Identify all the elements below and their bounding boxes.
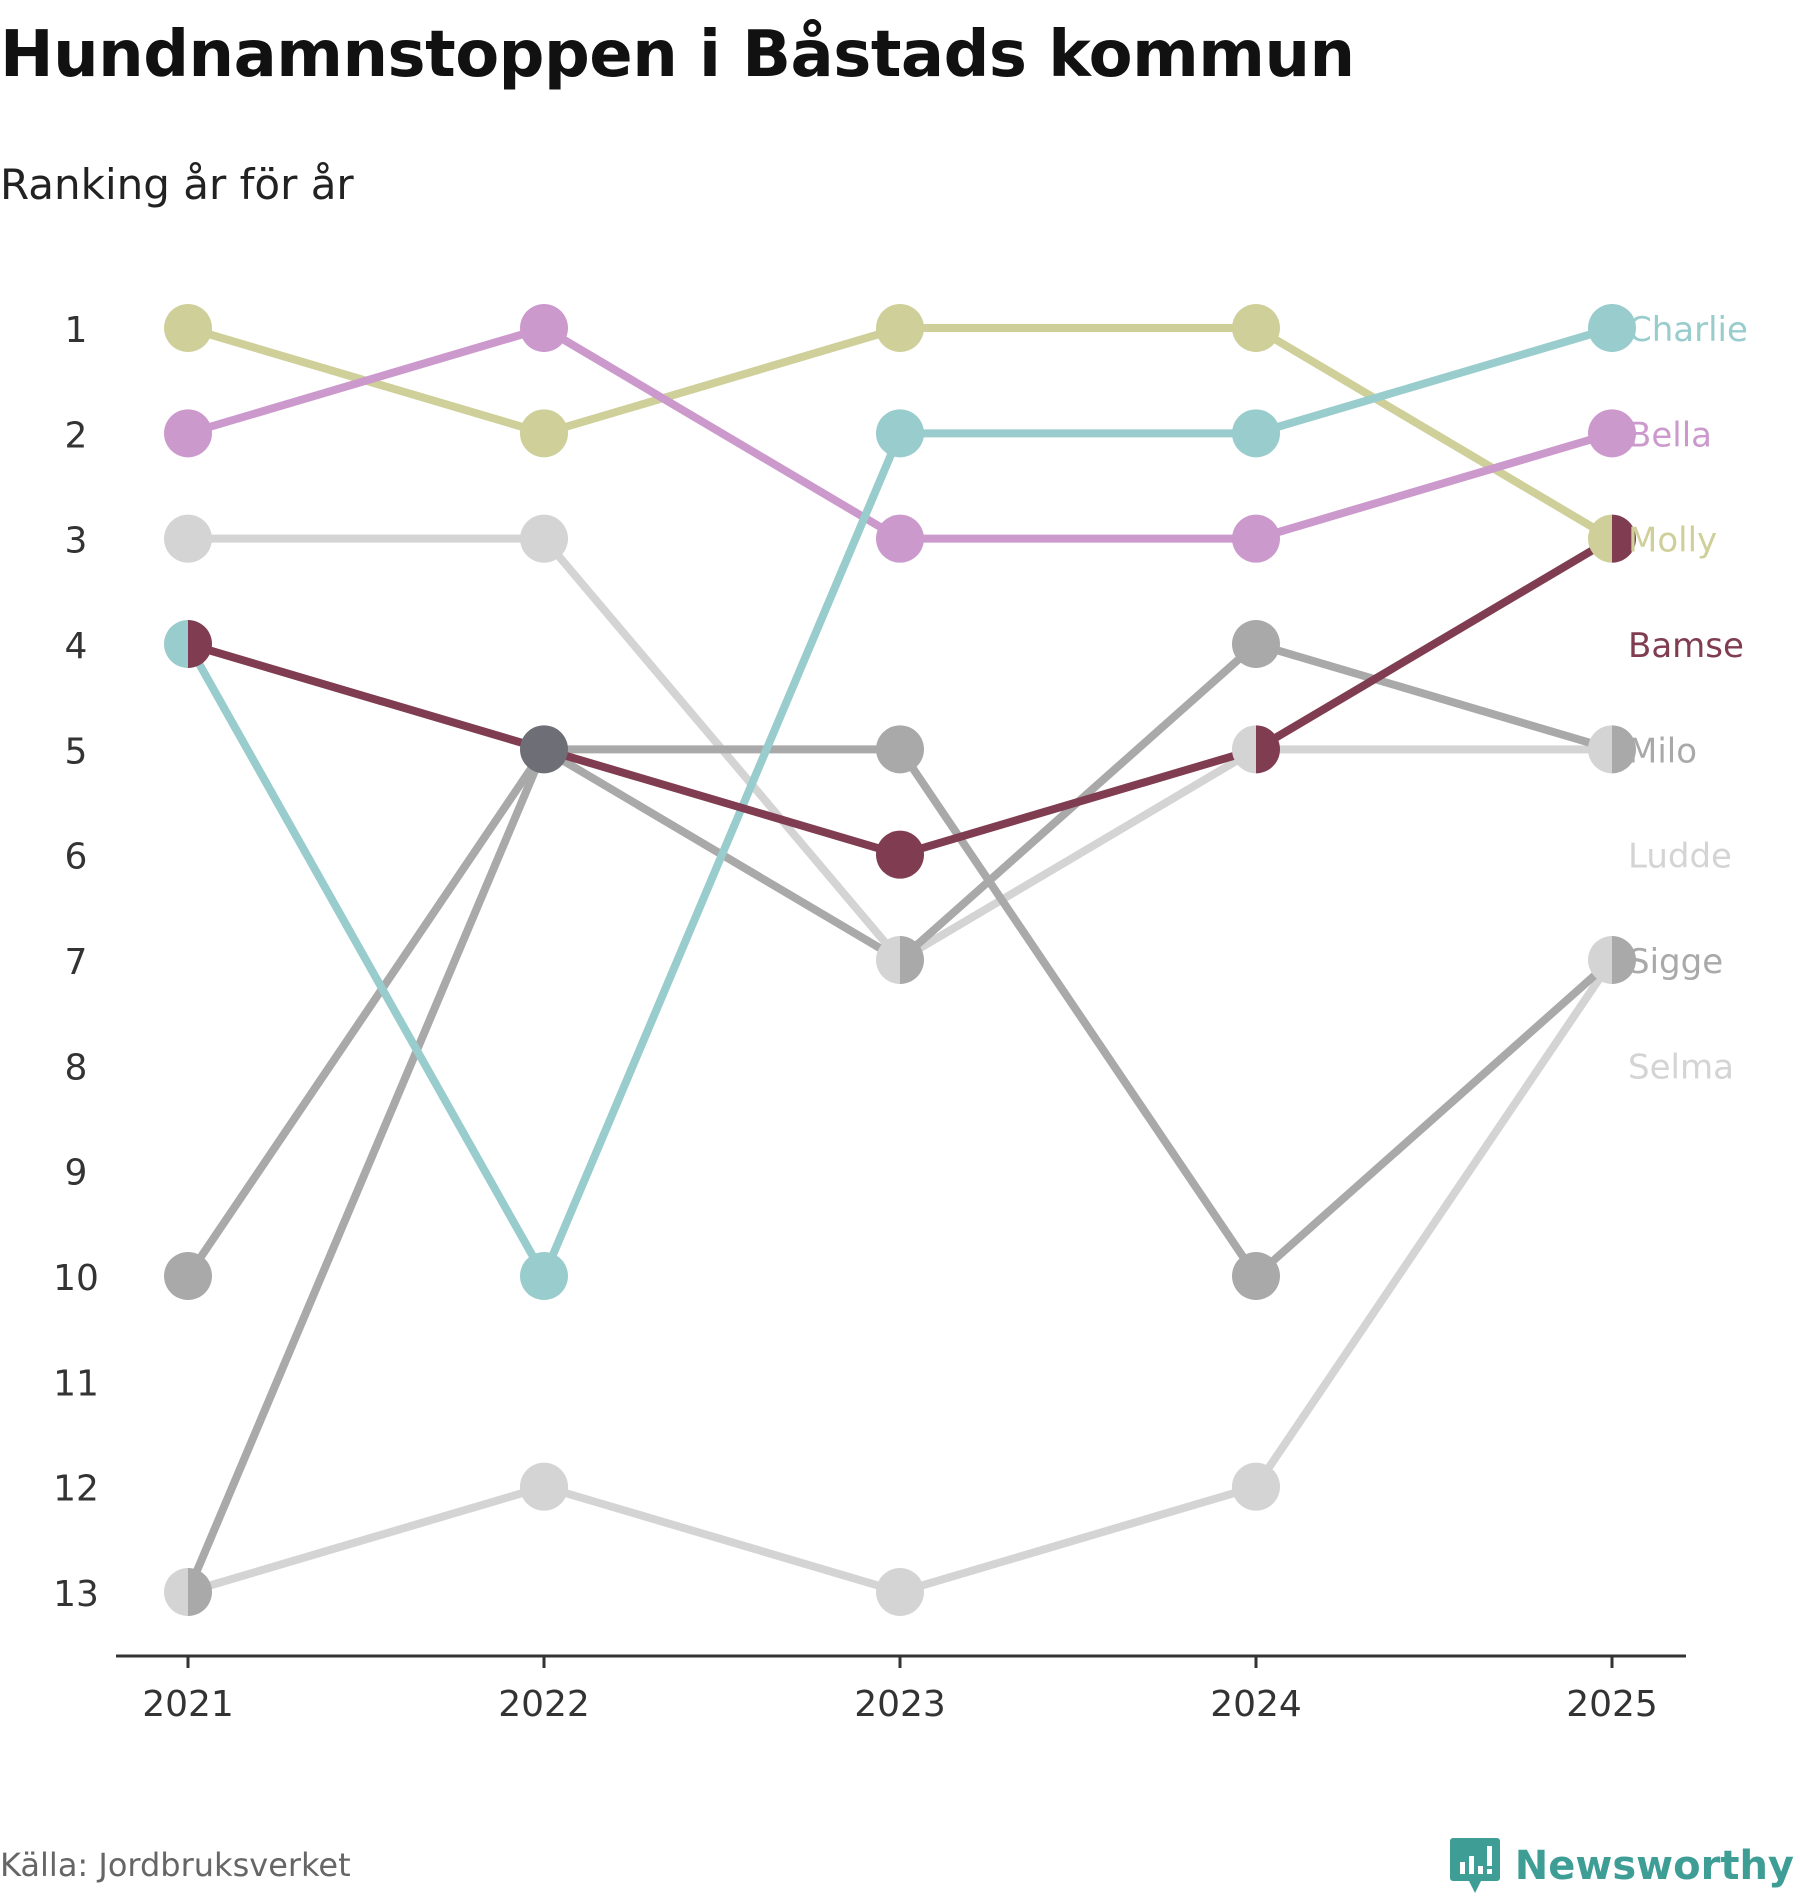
series-label-bamse: Bamse xyxy=(1628,626,1744,666)
y-tick-label-5: 5 xyxy=(65,731,88,772)
point-molly-2021 xyxy=(164,304,212,352)
y-tick-label-10: 10 xyxy=(53,1258,99,1299)
point-selma-2025 xyxy=(1588,936,1612,984)
x-tick-label-2025: 2025 xyxy=(1566,1684,1658,1725)
series-label-molly: Molly xyxy=(1628,521,1717,561)
point-molly-2024 xyxy=(1232,304,1280,352)
y-tick-label-12: 12 xyxy=(53,1469,99,1510)
point-bella-2025 xyxy=(1588,409,1636,458)
y-tick-label-13: 13 xyxy=(53,1574,99,1615)
point-shared-2022-rank-5 xyxy=(520,725,568,774)
x-tick-label-2021: 2021 xyxy=(142,1684,234,1725)
y-tick-label-9: 9 xyxy=(65,1153,88,1194)
newsworthy-logo-icon xyxy=(1449,1838,1500,1893)
point-charlie-2023 xyxy=(876,409,924,458)
point-bella-2021 xyxy=(164,409,212,458)
point-charlie-2022 xyxy=(520,1252,568,1300)
point-molly-2023 xyxy=(876,304,924,352)
y-tick-label-7: 7 xyxy=(65,942,88,983)
point-milo-2024 xyxy=(1232,620,1280,668)
series-label-charlie: Charlie xyxy=(1628,310,1748,350)
point-molly-2025 xyxy=(1588,514,1612,563)
series-line-selma xyxy=(184,956,1616,1596)
point-bamse-2025 xyxy=(1612,514,1637,563)
source-note: Källa: Jordbruksverket xyxy=(0,1846,351,1884)
point-bella-2024 xyxy=(1232,514,1280,563)
point-milo-2025 xyxy=(1612,725,1637,774)
point-bella-2022 xyxy=(520,304,568,352)
point-charlie-2024 xyxy=(1232,409,1280,458)
series-line-charlie xyxy=(184,324,1616,1280)
y-tick-label-11: 11 xyxy=(53,1363,99,1404)
x-tick-label-2023: 2023 xyxy=(854,1684,946,1725)
point-selma-2024 xyxy=(1232,1462,1280,1511)
series-line-bamse xyxy=(184,534,1616,859)
point-milo-2021 xyxy=(164,1252,212,1300)
point-bamse-2021 xyxy=(188,620,212,668)
brand-name: Newsworthy xyxy=(1514,1843,1794,1889)
series-label-sigge: Sigge xyxy=(1628,942,1723,982)
point-bamse-2022 xyxy=(520,725,568,773)
x-tick-label-2022: 2022 xyxy=(498,1684,590,1725)
series-label-selma: Selma xyxy=(1628,1047,1734,1087)
point-selma-2022 xyxy=(520,1462,568,1511)
point-sigge-2021 xyxy=(188,1568,212,1616)
point-sigge-2024 xyxy=(1232,1252,1280,1300)
point-charlie-2021 xyxy=(164,620,188,668)
series-label-milo: Milo xyxy=(1628,731,1697,771)
point-ludde-2021 xyxy=(164,514,212,563)
brand-logo: Newsworthy xyxy=(1449,1836,1794,1896)
chart-title: Hundnamnstoppen i Båstads kommun xyxy=(0,18,1355,92)
point-sigge-2025 xyxy=(1612,936,1636,984)
point-selma-2021 xyxy=(164,1568,188,1616)
point-ludde-2024 xyxy=(1232,725,1256,774)
y-tick-label-3: 3 xyxy=(65,521,88,562)
chart-subtitle: Ranking år för år xyxy=(0,160,354,209)
point-charlie-2025 xyxy=(1588,304,1636,352)
series-label-bella: Bella xyxy=(1628,415,1712,455)
point-bamse-2023 xyxy=(876,830,924,879)
point-molly-2022 xyxy=(520,409,568,458)
point-selma-2023 xyxy=(876,1568,924,1616)
y-tick-label-8: 8 xyxy=(65,1047,88,1088)
y-tick-label-6: 6 xyxy=(65,837,88,878)
point-ludde-2025 xyxy=(1588,725,1612,774)
y-tick-label-2: 2 xyxy=(65,415,88,456)
y-tick-label-4: 4 xyxy=(65,626,88,667)
y-tick-label-1: 1 xyxy=(65,310,88,351)
point-sigge-2023 xyxy=(876,725,924,774)
point-bella-2023 xyxy=(876,514,924,563)
point-ludde-2022 xyxy=(520,514,568,563)
series-label-ludde: Ludde xyxy=(1628,837,1732,877)
x-tick-label-2024: 2024 xyxy=(1210,1684,1302,1725)
point-ludde-2023 xyxy=(876,936,900,984)
point-milo-2023 xyxy=(900,936,924,984)
point-bamse-2024 xyxy=(1256,725,1280,774)
